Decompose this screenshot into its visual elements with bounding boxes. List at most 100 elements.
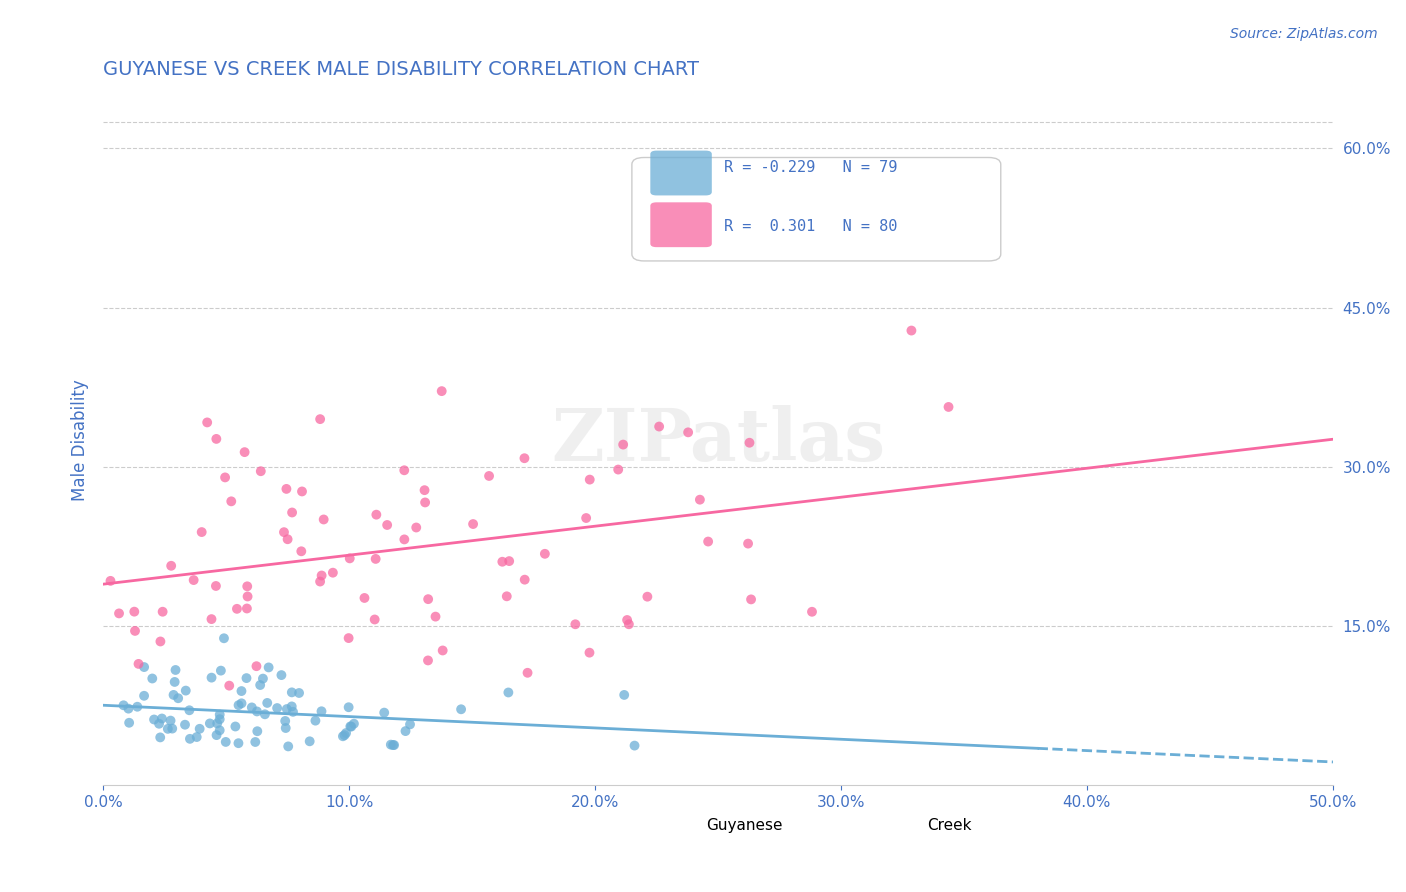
- Point: [208, 707, 231, 722]
- Point: [516, 665, 538, 680]
- Point: [174, 717, 197, 731]
- Point: [128, 657, 150, 671]
- Point: [623, 739, 645, 753]
- Point: [281, 506, 304, 520]
- Point: [228, 698, 250, 713]
- Point: [353, 591, 375, 605]
- Point: [256, 696, 278, 710]
- Point: [205, 716, 228, 731]
- Point: [461, 516, 484, 531]
- Point: [163, 675, 186, 690]
- Point: [226, 602, 249, 616]
- Point: [174, 683, 197, 698]
- Point: [149, 731, 172, 745]
- Text: R = -0.229   N = 79: R = -0.229 N = 79: [724, 161, 897, 176]
- Point: [382, 738, 405, 752]
- Point: [240, 700, 263, 714]
- Point: [179, 703, 201, 717]
- Point: [339, 719, 361, 733]
- Point: [276, 702, 298, 716]
- Point: [339, 551, 361, 566]
- Point: [478, 469, 501, 483]
- Point: [309, 574, 332, 589]
- Point: [224, 719, 246, 733]
- Point: [195, 416, 218, 430]
- FancyBboxPatch shape: [651, 202, 711, 247]
- Point: [564, 617, 586, 632]
- FancyBboxPatch shape: [631, 158, 1001, 261]
- Point: [205, 728, 228, 742]
- Point: [340, 720, 363, 734]
- Point: [290, 544, 312, 558]
- Point: [513, 451, 536, 466]
- Point: [100, 574, 122, 588]
- Point: [801, 605, 824, 619]
- Point: [183, 573, 205, 587]
- Point: [152, 605, 174, 619]
- Point: [108, 607, 131, 621]
- Point: [249, 678, 271, 692]
- Point: [740, 592, 762, 607]
- Point: [498, 554, 520, 568]
- Point: [394, 724, 416, 739]
- Point: [245, 735, 267, 749]
- Point: [738, 435, 761, 450]
- FancyBboxPatch shape: [810, 805, 921, 844]
- Point: [159, 714, 181, 728]
- Point: [304, 714, 326, 728]
- Point: [252, 672, 274, 686]
- Point: [689, 492, 711, 507]
- Point: [149, 634, 172, 648]
- Point: [231, 696, 253, 710]
- Point: [309, 412, 332, 426]
- Point: [228, 736, 250, 750]
- Point: [418, 592, 440, 607]
- Point: [405, 520, 427, 534]
- Point: [450, 702, 472, 716]
- Point: [150, 712, 173, 726]
- Point: [513, 573, 536, 587]
- Point: [311, 568, 333, 582]
- Point: [148, 716, 170, 731]
- Point: [200, 671, 222, 685]
- Point: [245, 659, 267, 673]
- FancyBboxPatch shape: [589, 805, 700, 844]
- Point: [394, 463, 416, 477]
- Point: [167, 691, 190, 706]
- Point: [648, 419, 671, 434]
- Text: GUYANESE VS CREEK MALE DISABILITY CORRELATION CHART: GUYANESE VS CREEK MALE DISABILITY CORREL…: [103, 60, 699, 78]
- Point: [364, 552, 387, 566]
- Point: [343, 716, 366, 731]
- Point: [281, 685, 304, 699]
- Point: [134, 660, 156, 674]
- Point: [273, 525, 295, 540]
- Point: [124, 624, 146, 638]
- Point: [534, 547, 557, 561]
- Point: [270, 668, 292, 682]
- Point: [425, 609, 447, 624]
- Point: [179, 731, 201, 746]
- Point: [205, 579, 228, 593]
- Point: [215, 735, 238, 749]
- Point: [375, 518, 398, 533]
- Point: [575, 511, 598, 525]
- Point: [413, 483, 436, 498]
- Point: [613, 688, 636, 702]
- Point: [143, 713, 166, 727]
- Point: [205, 432, 228, 446]
- Point: [281, 699, 304, 714]
- Point: [257, 660, 280, 674]
- Point: [399, 717, 422, 731]
- Point: [636, 590, 658, 604]
- Point: [165, 663, 187, 677]
- Point: [298, 734, 321, 748]
- Point: [214, 470, 236, 484]
- Point: [900, 324, 922, 338]
- Point: [112, 698, 135, 713]
- Point: [190, 524, 212, 539]
- Point: [249, 464, 271, 478]
- Y-axis label: Male Disability: Male Disability: [72, 379, 89, 501]
- Point: [337, 631, 360, 645]
- Point: [495, 590, 517, 604]
- Text: Creek: Creek: [927, 818, 972, 832]
